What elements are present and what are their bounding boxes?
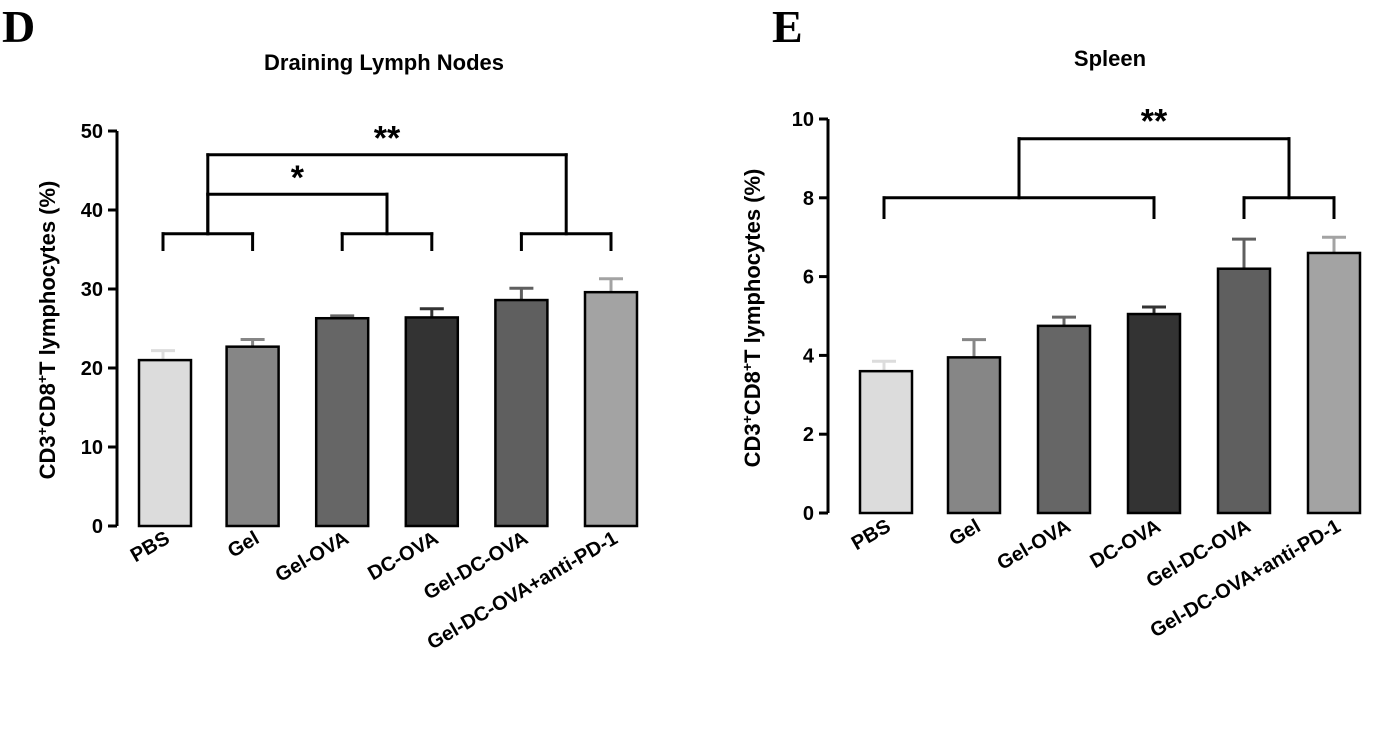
bar bbox=[583, 290, 639, 528]
x-tick-label: DC-OVA bbox=[1086, 515, 1164, 573]
bar bbox=[1216, 267, 1272, 515]
bar bbox=[1036, 324, 1092, 515]
significance-label: * bbox=[291, 159, 305, 197]
x-tick-label: Gel-OVA bbox=[994, 515, 1075, 574]
y-tick-label: 2 bbox=[803, 424, 814, 446]
chart-title-d: Draining Lymph Nodes bbox=[264, 50, 504, 75]
significance-label: ** bbox=[374, 120, 401, 158]
y-tick-label: 10 bbox=[792, 109, 814, 131]
bar bbox=[314, 316, 370, 528]
bar bbox=[404, 316, 460, 528]
y-tick-label: 4 bbox=[803, 345, 815, 367]
y-tick-label: 20 bbox=[81, 358, 103, 380]
x-tick-label: Gel bbox=[224, 527, 263, 562]
bar bbox=[1126, 312, 1182, 515]
x-tick-label: Gel bbox=[946, 515, 985, 550]
y-tick-label: 50 bbox=[81, 121, 103, 143]
x-tick-label: PBS bbox=[848, 515, 895, 555]
x-tick-label: PBS bbox=[127, 527, 174, 567]
panel-letter-e: E bbox=[772, 1, 803, 52]
bar bbox=[858, 369, 914, 515]
y-tick-label: 6 bbox=[803, 267, 814, 289]
bar bbox=[494, 298, 549, 528]
y-axis-label-d: CD3+CD8+T lymphocytes (%) bbox=[34, 181, 60, 480]
bar bbox=[137, 358, 193, 528]
y-tick-label: 10 bbox=[81, 437, 103, 459]
panel-letter-d: D bbox=[2, 1, 35, 52]
bar bbox=[946, 356, 1002, 515]
y-tick-label: 30 bbox=[81, 279, 103, 301]
y-axis-label-e: CD3+CD8+T lymphocytes (%) bbox=[739, 169, 765, 468]
y-tick-label: 8 bbox=[803, 188, 814, 210]
bar bbox=[225, 345, 280, 528]
significance-label: ** bbox=[1141, 103, 1168, 141]
y-tick-label: 0 bbox=[803, 503, 814, 525]
chart-title-e: Spleen bbox=[1074, 46, 1146, 71]
y-tick-label: 0 bbox=[92, 516, 103, 538]
bar bbox=[1306, 251, 1362, 515]
y-tick-label: 40 bbox=[81, 200, 103, 222]
x-tick-label: DC-OVA bbox=[364, 527, 442, 585]
x-tick-label: Gel-OVA bbox=[272, 527, 353, 586]
